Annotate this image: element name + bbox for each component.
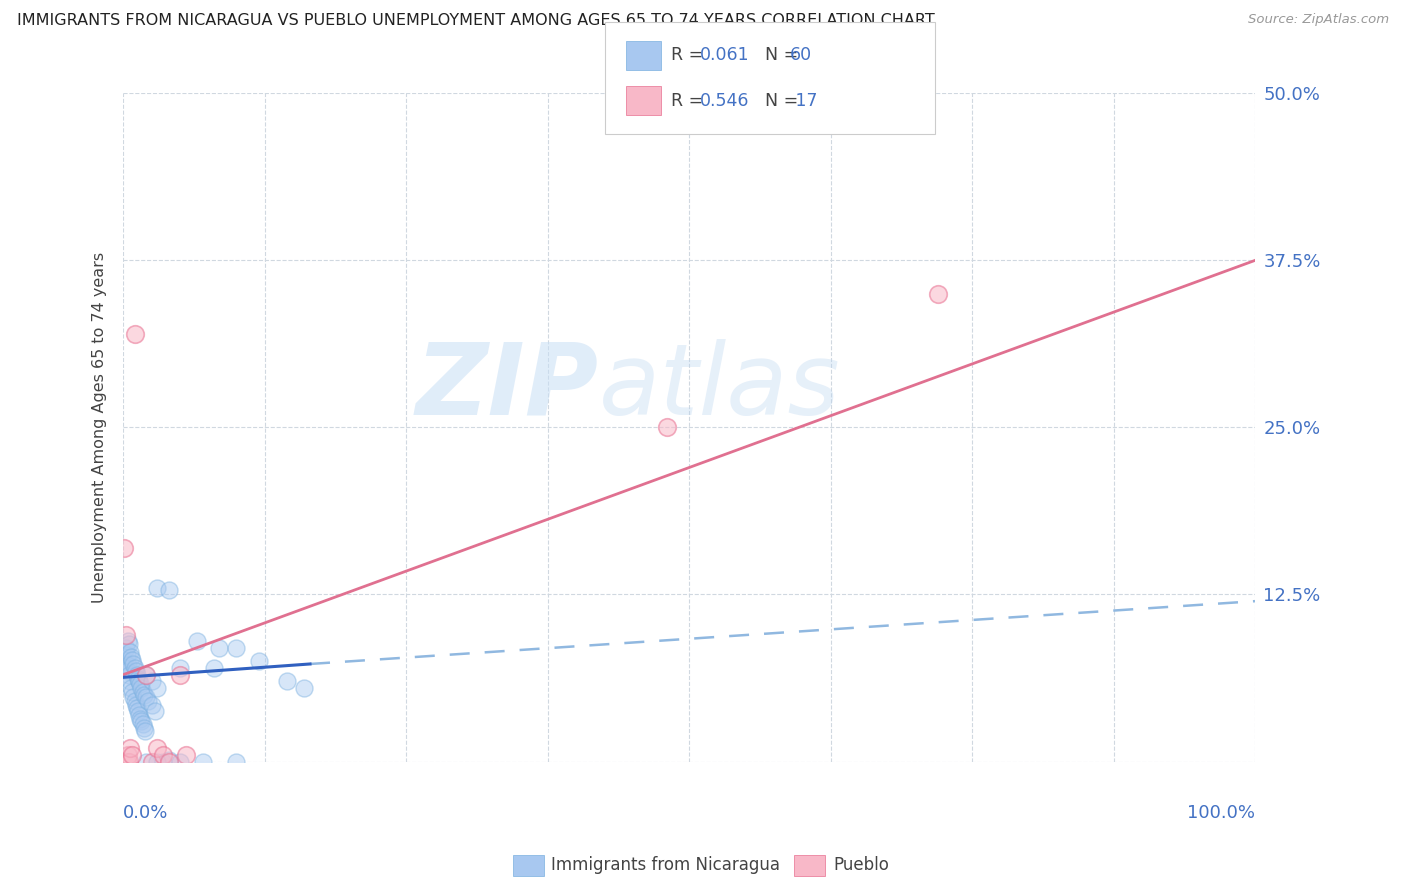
Point: [169, 667, 191, 681]
Y-axis label: Unemployment Among Ages 65 to 74 years: Unemployment Among Ages 65 to 74 years: [93, 252, 107, 603]
Text: IMMIGRANTS FROM NICARAGUA VS PUEBLO UNEMPLOYMENT AMONG AGES 65 TO 74 YEARS CORRE: IMMIGRANTS FROM NICARAGUA VS PUEBLO UNEM…: [17, 13, 935, 29]
Point: [120, 741, 142, 756]
Point: [186, 634, 208, 648]
Point: [135, 755, 157, 769]
Point: [136, 694, 159, 708]
Text: R =: R =: [671, 46, 709, 64]
Text: Source: ZipAtlas.com: Source: ZipAtlas.com: [1249, 13, 1389, 27]
Point: [127, 704, 149, 718]
Point: [135, 690, 157, 705]
Point: [114, 640, 136, 655]
Point: [225, 640, 247, 655]
Text: N =: N =: [754, 92, 803, 110]
Point: [117, 634, 139, 648]
Point: [131, 714, 153, 729]
Point: [117, 658, 139, 673]
Point: [202, 661, 225, 675]
Text: atlas: atlas: [599, 339, 841, 436]
Point: [131, 681, 153, 695]
Point: [121, 747, 143, 762]
Point: [152, 747, 174, 762]
Text: Immigrants from Nicaragua: Immigrants from Nicaragua: [551, 856, 780, 874]
Point: [152, 755, 174, 769]
Text: Pueblo: Pueblo: [834, 856, 890, 874]
Point: [120, 674, 142, 689]
Point: [143, 704, 166, 718]
Point: [118, 667, 141, 681]
Point: [157, 755, 180, 769]
Point: [191, 755, 214, 769]
Point: [208, 640, 231, 655]
Point: [247, 654, 270, 668]
Point: [115, 664, 138, 678]
Point: [122, 690, 145, 705]
Point: [131, 717, 153, 731]
Point: [169, 661, 191, 675]
Point: [117, 747, 139, 762]
Point: [135, 667, 157, 681]
Point: [655, 420, 678, 434]
Point: [174, 747, 197, 762]
Text: 0.546: 0.546: [700, 92, 749, 110]
Point: [141, 755, 163, 769]
Point: [276, 674, 298, 689]
Point: [129, 712, 152, 726]
Point: [146, 755, 169, 769]
Text: ZIP: ZIP: [416, 339, 599, 436]
Point: [125, 701, 148, 715]
Point: [927, 286, 949, 301]
Point: [120, 650, 142, 665]
Point: [292, 681, 315, 695]
Point: [141, 674, 163, 689]
Text: 0.061: 0.061: [700, 46, 749, 64]
Point: [115, 648, 138, 662]
Text: 0.0%: 0.0%: [124, 805, 169, 822]
Point: [135, 667, 157, 681]
Point: [115, 755, 138, 769]
Point: [121, 685, 143, 699]
Point: [146, 741, 169, 756]
Point: [134, 723, 156, 738]
Point: [124, 326, 146, 341]
Point: [118, 637, 141, 651]
Point: [124, 661, 146, 675]
Point: [157, 583, 180, 598]
Point: [114, 661, 136, 675]
Point: [225, 755, 247, 769]
Point: [125, 698, 148, 713]
Point: [128, 707, 150, 722]
Point: [146, 681, 169, 695]
Point: [129, 677, 152, 691]
Text: 60: 60: [790, 46, 813, 64]
Point: [132, 721, 155, 735]
Text: 100.0%: 100.0%: [1187, 805, 1256, 822]
Point: [141, 698, 163, 713]
Point: [120, 681, 142, 695]
Point: [132, 688, 155, 702]
Text: R =: R =: [671, 92, 709, 110]
Point: [157, 753, 180, 767]
Point: [125, 664, 148, 678]
Point: [118, 755, 141, 769]
Point: [131, 685, 153, 699]
Point: [122, 657, 145, 671]
Text: N =: N =: [754, 46, 803, 64]
Point: [125, 667, 148, 681]
Point: [114, 654, 136, 668]
Point: [120, 645, 142, 659]
Point: [114, 627, 136, 641]
Point: [169, 755, 191, 769]
Point: [114, 541, 136, 555]
Point: [128, 674, 150, 689]
Point: [146, 581, 169, 595]
Point: [121, 653, 143, 667]
Text: 17: 17: [790, 92, 818, 110]
Point: [127, 672, 149, 686]
Point: [124, 694, 146, 708]
